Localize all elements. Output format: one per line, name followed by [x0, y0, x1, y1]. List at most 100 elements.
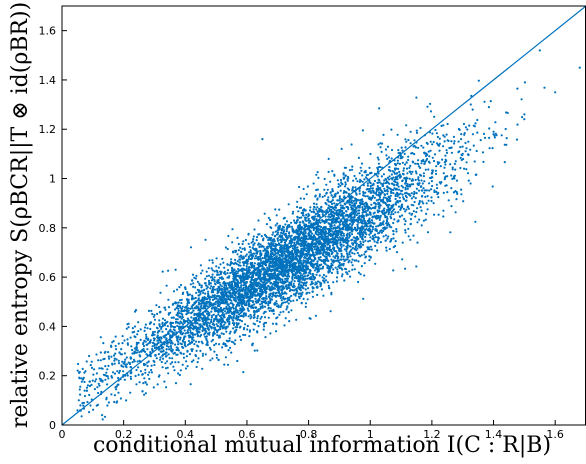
scatter-point: [242, 315, 245, 318]
scatter-point: [259, 307, 262, 310]
scatter-point: [261, 300, 264, 304]
scatter-point: [185, 355, 188, 358]
scatter-point: [292, 282, 295, 285]
scatter-point: [243, 268, 246, 271]
scatter-point: [236, 359, 239, 363]
scatter-point: [353, 259, 356, 262]
scatter-point: [251, 265, 254, 268]
scatter-point: [383, 179, 386, 182]
scatter-point: [203, 288, 206, 291]
scatter-point: [203, 299, 206, 302]
scatter-point: [195, 274, 198, 277]
scatter-point: [330, 194, 333, 197]
scatter-point: [347, 208, 350, 211]
scatter-point: [217, 281, 220, 284]
scatter-point: [251, 246, 254, 249]
scatter-point: [350, 261, 353, 264]
scatter-point: [430, 180, 433, 183]
scatter-point: [129, 336, 132, 339]
scatter-point: [396, 159, 399, 162]
scatter-point: [265, 236, 269, 239]
scatter-point: [145, 337, 148, 340]
scatter-point: [395, 228, 398, 231]
scatter-point: [83, 389, 86, 392]
scatter-point: [252, 306, 255, 310]
scatter-point: [386, 205, 390, 208]
scatter-point: [92, 408, 95, 411]
scatter-point: [374, 205, 377, 208]
scatter-point: [131, 361, 134, 364]
scatter-point: [195, 365, 198, 369]
scatter-point: [339, 239, 342, 242]
scatter-point: [324, 228, 327, 231]
scatter-point: [327, 215, 330, 218]
scatter-point: [378, 179, 381, 182]
scatter-point: [351, 186, 355, 189]
scatter-point: [187, 309, 190, 312]
scatter-point: [263, 316, 267, 319]
scatter-point: [364, 256, 367, 259]
scatter-point: [138, 381, 141, 384]
scatter-point: [186, 329, 189, 332]
scatter-point: [313, 215, 316, 218]
scatter-point: [163, 380, 166, 383]
scatter-point: [207, 290, 210, 293]
scatter-point: [264, 252, 267, 255]
scatter-point: [492, 130, 495, 133]
scatter-point: [311, 286, 314, 289]
scatter-point: [316, 293, 319, 296]
scatter-point: [115, 388, 118, 391]
scatter-point: [191, 307, 194, 310]
scatter-point: [282, 295, 285, 299]
scatter-point: [331, 196, 335, 199]
scatter-point: [134, 374, 137, 378]
scatter-point: [197, 357, 200, 360]
scatter-point: [256, 319, 259, 322]
scatter-point: [77, 399, 80, 402]
scatter-point: [149, 327, 152, 331]
scatter-point: [427, 168, 430, 171]
scatter-point: [337, 234, 340, 237]
scatter-point: [287, 203, 290, 206]
scatter-point: [208, 283, 211, 286]
scatter-point: [144, 323, 147, 326]
scatter-point: [342, 255, 345, 258]
scatter-point: [379, 216, 382, 219]
scatter-point: [89, 364, 92, 367]
scatter-point: [230, 317, 233, 320]
scatter-point: [281, 285, 284, 288]
scatter-point: [366, 187, 369, 191]
scatter-point: [402, 196, 405, 199]
scatter-point: [377, 158, 380, 161]
scatter-point: [262, 291, 265, 294]
scatter-point: [363, 262, 366, 265]
scatter-point: [412, 145, 415, 148]
scatter-point: [183, 341, 187, 344]
scatter-point: [316, 171, 319, 174]
scatter-point: [269, 262, 272, 265]
scatter-point: [256, 250, 259, 253]
scatter-point: [452, 191, 455, 194]
scatter-point: [397, 167, 400, 170]
scatter-point: [181, 305, 184, 308]
scatter-point: [191, 279, 194, 282]
scatter-point: [403, 218, 406, 221]
scatter-point: [247, 233, 250, 236]
scatter-point: [189, 283, 192, 286]
scatter-point: [337, 221, 340, 224]
scatter-point: [281, 287, 285, 291]
scatter-point: [395, 251, 399, 254]
scatter-point: [217, 313, 220, 316]
scatter-point: [295, 262, 298, 265]
scatter-point: [244, 333, 247, 337]
scatter-point: [304, 302, 308, 305]
scatter-point: [214, 283, 217, 286]
scatter-point: [469, 148, 472, 151]
scatter-point: [299, 221, 302, 224]
scatter-point: [264, 278, 267, 281]
scatter-point: [489, 100, 492, 103]
scatter-point: [368, 239, 371, 242]
scatter-point: [466, 128, 469, 131]
scatter-point: [232, 327, 235, 330]
scatter-point: [201, 352, 205, 355]
